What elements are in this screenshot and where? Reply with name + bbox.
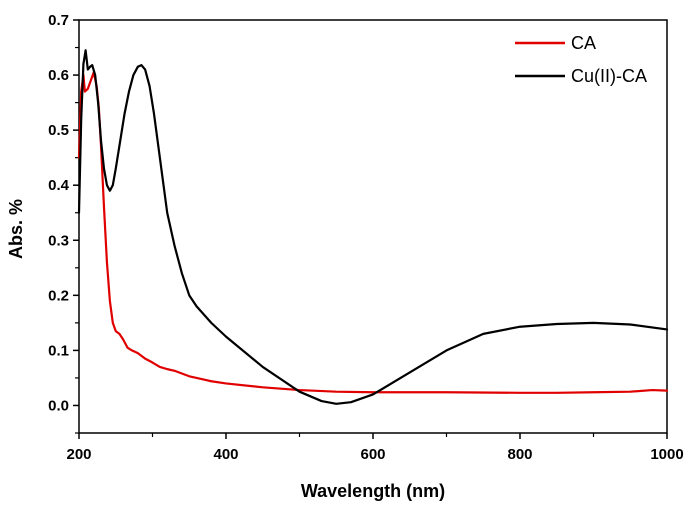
y-tick-label: 0.5 <box>48 122 69 139</box>
y-tick-label: 0.7 <box>48 12 69 29</box>
y-tick-label: 0.0 <box>48 397 69 414</box>
legend-label-ca: CA <box>571 33 596 53</box>
x-tick-label: 400 <box>213 446 238 463</box>
series-line-cu-ca <box>77 49 669 405</box>
x-axis-title: Wavelength (nm) <box>301 481 445 501</box>
y-tick-label: 0.6 <box>48 67 69 84</box>
x-tick-label: 600 <box>360 446 385 463</box>
x-tick-label: 1000 <box>650 446 683 463</box>
axes: 200 400 600 800 1000 0.0 0.1 0.2 0.3 0.4 0.5 0.6 0.7 <box>48 12 684 463</box>
x-tick-label: 800 <box>507 446 532 463</box>
legend: CA Cu(II)-CA <box>515 33 647 86</box>
series-lines <box>77 49 669 405</box>
y-axis-title: Abs. % <box>6 199 26 259</box>
legend-label-cu-ca: Cu(II)-CA <box>571 66 647 86</box>
y-tick-label: 0.4 <box>48 177 70 194</box>
series-line-ca <box>77 71 669 394</box>
y-tick-label: 0.2 <box>48 287 69 304</box>
y-tick-label: 0.1 <box>48 342 69 359</box>
y-tick-label: 0.3 <box>48 232 69 249</box>
x-tick-label: 200 <box>66 446 91 463</box>
